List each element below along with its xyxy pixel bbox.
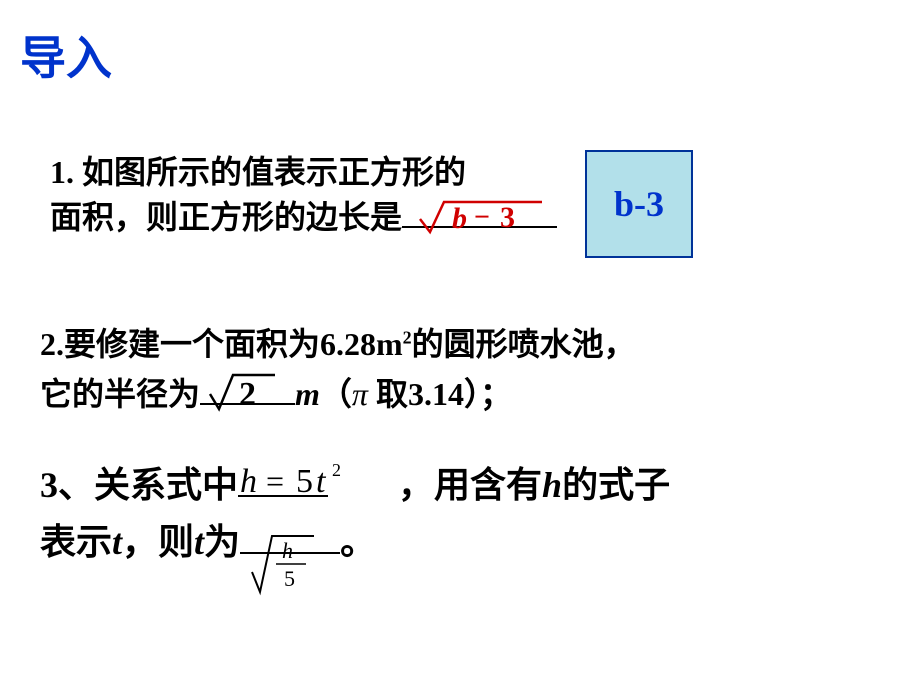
problem-2: 2.要修建一个面积为6.28m2的圆形喷水池， 它的半径为 2 m（π 取3.1… xyxy=(40,320,860,419)
p2-sup: 2 xyxy=(403,327,412,347)
square-diagram: b-3 xyxy=(585,150,693,258)
svg-text:−: − xyxy=(474,202,490,233)
p3-h2: h xyxy=(542,465,562,505)
p1-blank: b − 3 xyxy=(402,226,557,228)
p2-after: 取3.14）； xyxy=(368,376,512,412)
svg-text:5: 5 xyxy=(296,463,313,500)
svg-text:h: h xyxy=(240,463,257,500)
p2-unit: m（π 取3.14）； xyxy=(295,376,512,412)
p3-t3: t xyxy=(194,522,204,562)
svg-text:=: = xyxy=(266,463,284,499)
problem-3-text: 3、关系式中 h = 5 t 2 ，用含有h的式子 表示t，则t为 h 5 。 xyxy=(40,460,860,568)
svg-text:3: 3 xyxy=(500,201,515,234)
p1-line1: 1. 如图所示的值表示正方形的 xyxy=(50,154,466,190)
page-title: 导入 xyxy=(20,22,112,88)
p2-mid: 的圆形喷水池， xyxy=(412,326,636,362)
p3-t2: t xyxy=(112,522,122,562)
svg-text:2: 2 xyxy=(332,460,341,480)
svg-text:t: t xyxy=(316,463,327,500)
p3-comma: ，则 xyxy=(122,522,194,562)
problem-1-text: 1. 如图所示的值表示正方形的 面积，则正方形的边长是 b − 3 xyxy=(50,150,870,240)
p1-line2a: 面积，则正方形的边长是 xyxy=(50,199,402,235)
p2-line2a: 它的半径为 xyxy=(40,376,200,412)
p2-blank: 2 xyxy=(200,403,295,405)
p3-mid: ，用含有 xyxy=(398,465,542,505)
svg-text:h: h xyxy=(282,538,293,563)
p3-line2a: 表示 xyxy=(40,522,112,562)
p3-for: 为 xyxy=(204,522,240,562)
p2-prefix: 2.要修建一个面积为6.28m xyxy=(40,326,403,362)
problem-3: 3、关系式中 h = 5 t 2 ，用含有h的式子 表示t，则t为 h 5 。 xyxy=(40,460,860,568)
p3-blank: h 5 xyxy=(240,552,340,554)
svg-text:5: 5 xyxy=(284,566,295,591)
problem-1: 1. 如图所示的值表示正方形的 面积，则正方形的边长是 b − 3 xyxy=(50,150,870,240)
sqrt-b-minus-3: b − 3 xyxy=(412,194,552,236)
p3-period: 。 xyxy=(340,522,376,562)
sqrt-2: 2 xyxy=(205,369,285,413)
equation-h-5t2: h = 5 t 2 xyxy=(238,460,398,517)
p3-prefix: 3、关系式中 xyxy=(40,465,238,505)
pi-symbol: π xyxy=(352,376,368,412)
sqrt-h-over-5: h 5 xyxy=(248,530,328,600)
svg-text:b: b xyxy=(452,202,467,235)
problem-2-text: 2.要修建一个面积为6.28m2的圆形喷水池， 它的半径为 2 m（π 取3.1… xyxy=(40,320,860,419)
svg-text:2: 2 xyxy=(239,376,256,413)
p3-after: 的式子 xyxy=(562,465,670,505)
square-label: b-3 xyxy=(614,183,664,225)
